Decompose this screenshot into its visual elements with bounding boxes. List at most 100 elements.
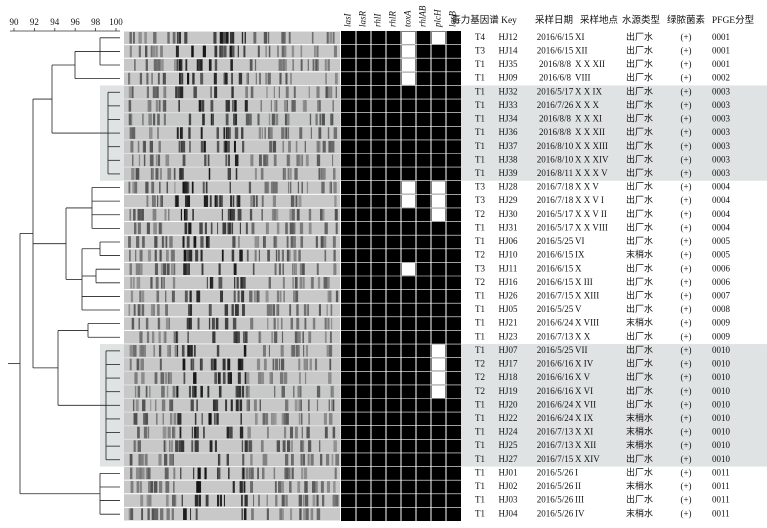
gel-band [239,222,241,235]
gel-band [260,100,262,112]
gene-label: plcH [433,9,443,28]
gel-band [175,331,178,344]
cell: VI [575,236,585,246]
gel-band [226,453,229,466]
gel-band [258,154,262,167]
gel-band [303,100,307,112]
gel-band [130,277,132,289]
gel-band [139,345,141,357]
gel-band [187,249,190,262]
gel-band [278,481,282,493]
gel-band [262,467,265,480]
gel-band [271,113,275,126]
gel-band [241,385,245,398]
gel-band [134,59,136,71]
gel-band [151,304,155,316]
gel-band [266,508,269,520]
gel-band [184,222,188,235]
gel-band [289,426,294,439]
gel-band [208,59,212,71]
gel-band [153,59,157,71]
gel-band [245,467,249,480]
gel-lane [124,453,340,467]
gel-band [128,86,132,99]
gel-band [290,345,293,357]
cell: (+) [680,508,691,518]
gel-lane [124,290,340,303]
gel-band [183,372,186,384]
gel-band [265,72,267,85]
gel-band [335,453,339,466]
gel-band [254,413,258,425]
cell: 2016/6/24 [537,413,574,423]
cell: (+) [680,481,691,491]
gel-band [328,413,333,425]
gel-band [276,290,280,303]
cell: 出厂水 [626,453,653,464]
gel-band [244,494,248,507]
gel-band [135,249,137,262]
gel-band [184,195,188,207]
gel-band [320,168,323,180]
gel-band [129,345,133,357]
gel-band [273,467,276,480]
gel-band [196,59,198,71]
cell: 0004 [712,182,731,192]
gel-band [246,72,248,85]
gel-band [332,100,334,112]
gel-band [200,358,203,371]
gel-band [241,32,244,44]
gel-band [326,304,328,316]
cell: 0010 [712,413,731,423]
cell: X XIII [575,290,599,300]
gel-band [298,358,301,371]
gel-band [275,494,278,507]
gel-band [196,399,198,412]
gel-band [308,86,310,99]
gel-band [318,168,321,180]
gel-band [181,494,183,507]
gel-band [234,127,239,139]
gel-band [161,59,164,71]
cell: 0001 [712,59,730,69]
gel-band [145,181,149,194]
gel-band [176,59,179,71]
gel-band [228,467,230,480]
cell: X X [575,331,591,341]
gel-band [262,453,266,466]
cell: 0011 [712,481,730,491]
gel-band [196,481,200,493]
gel-band [209,277,214,289]
gel-band [227,372,231,384]
gel-lane [124,330,340,344]
gel-band [162,426,167,439]
gel-band [216,222,219,235]
gel-band [143,154,146,167]
gel-band [205,181,208,194]
gel-band [228,100,230,112]
gel-band [254,290,257,303]
gel-lane [124,358,340,371]
gel-band [303,304,307,316]
gel-band [281,331,284,344]
gel-band [303,345,305,357]
gel-band [275,358,279,371]
gel-band [163,440,166,452]
gel-band [169,236,173,248]
cell: 0003 [712,154,731,164]
gel-band [260,440,264,452]
gene-label: lasR [358,10,368,27]
cell: 0009 [712,318,731,328]
gel-band [286,249,289,262]
gel-band [219,32,224,44]
gel-band [247,399,250,412]
gel-band [206,277,208,289]
gel-band [274,100,276,112]
cell: HJ39 [498,168,518,178]
gel-lane [124,439,340,453]
gel-band [331,453,334,466]
cell: X X XIV [575,154,609,164]
gel-band [300,59,303,71]
cell: T1 [475,141,485,151]
gel-band [310,127,312,139]
